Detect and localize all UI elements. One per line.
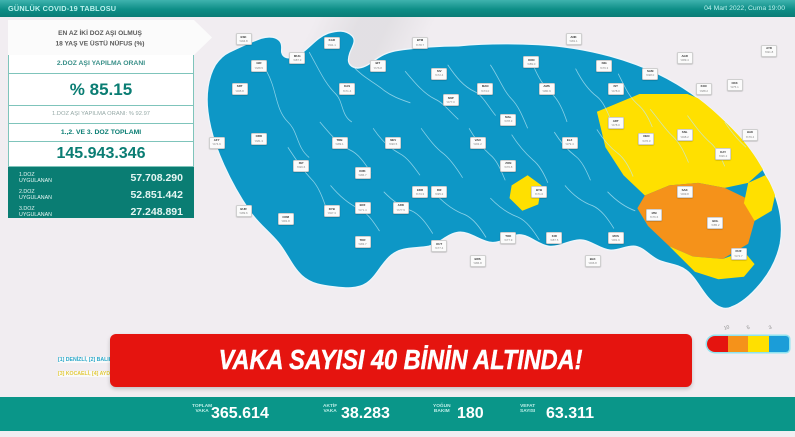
svg-text:18 YAŞ VE ÜSTÜ NÜFUS (%): 18 YAŞ VE ÜSTÜ NÜFUS (%) <box>55 39 144 48</box>
svg-text:EN AZ İKİ DOZ AŞI OLMUŞ: EN AZ İKİ DOZ AŞI OLMUŞ <box>58 29 142 37</box>
